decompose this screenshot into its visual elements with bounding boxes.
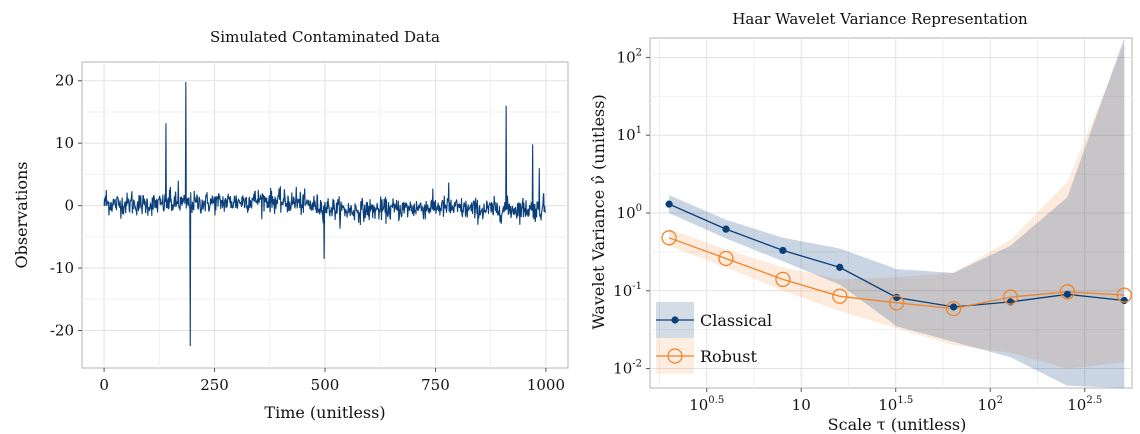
robust-confidence-band [669,43,1125,369]
right-y-tick-label: 100 [617,203,642,222]
right-x-tick-label: 102 [978,395,1003,414]
robust-point [661,230,677,246]
right-grid [646,38,1132,392]
robust-point [945,300,962,317]
right-x-tick-label: 100.5 [689,395,724,414]
left-x-tick-label: 1000 [527,376,565,394]
robust-line [668,237,1125,310]
right-y-tick-label: 10-1 [613,281,642,300]
right-y-axis-label: Wavelet Variance ν̂ (unitless) [589,94,608,329]
right-chart-title: Haar Wavelet Variance Representation [732,10,1028,28]
left-y-tick-label: -20 [50,322,74,340]
legend: Classical Robust [656,302,772,374]
classical-point [836,263,844,271]
left-x-tick-label: 500 [311,376,340,394]
left-y-tick-label: -10 [50,259,74,277]
legend-label-robust: Robust [700,347,757,366]
left-tick-labels: 0 250 500 750 1000 20 10 0 -10 -20 [50,72,565,394]
left-x-tick-label: 750 [421,376,450,394]
right-x-tick-label: 102.5 [1067,395,1102,414]
observation-series-line [103,81,546,347]
classical-point [1063,290,1072,298]
left-y-tick-label: 10 [55,134,74,152]
classical-point [1120,296,1128,305]
left-y-tick-label: 20 [55,72,74,90]
right-tick-labels: 100.5 10 101.5 102 102.5 102 101 100 10-1 10-2 [613,47,1102,414]
right-panel: Haar Wavelet Variance Representation 100… [589,10,1133,434]
robust-point [1002,289,1019,305]
robust-point [1116,287,1132,303]
right-y-tick-label: 102 [617,47,642,66]
left-chart-title: Simulated Contaminated Data [210,28,440,46]
left-x-tick-label: 250 [200,376,229,394]
left-y-axis-label: Observations [12,162,31,269]
left-grid [78,62,568,372]
legend-marker-robust [667,348,683,364]
classical-point [949,303,958,311]
robust-point [775,271,791,288]
robust-point [718,250,734,267]
robust-point [832,288,848,304]
right-y-tick-label: 10-2 [613,359,642,378]
classical-point [665,200,673,208]
legend-label-classical: Classical [700,311,772,330]
right-x-tick-label: 101.5 [878,395,913,414]
robust-point [1059,284,1076,300]
series-points [661,200,1132,317]
left-x-tick-label: 0 [99,376,109,394]
classical-point [722,225,730,233]
left-panel: Simulated Contaminated Data 0 250 500 750 10… [12,28,569,422]
legend-marker-classical [671,316,679,324]
right-x-axis-label: Scale τ (unitless) [828,415,967,434]
right-y-tick-label: 101 [617,125,642,144]
classical-point [779,246,787,255]
left-y-tick-label: 0 [64,197,74,215]
left-x-axis-label: Time (unitless) [264,403,385,422]
right-x-tick-label: 10 [792,396,811,414]
classical-point [893,293,901,302]
robust-point [889,295,905,311]
